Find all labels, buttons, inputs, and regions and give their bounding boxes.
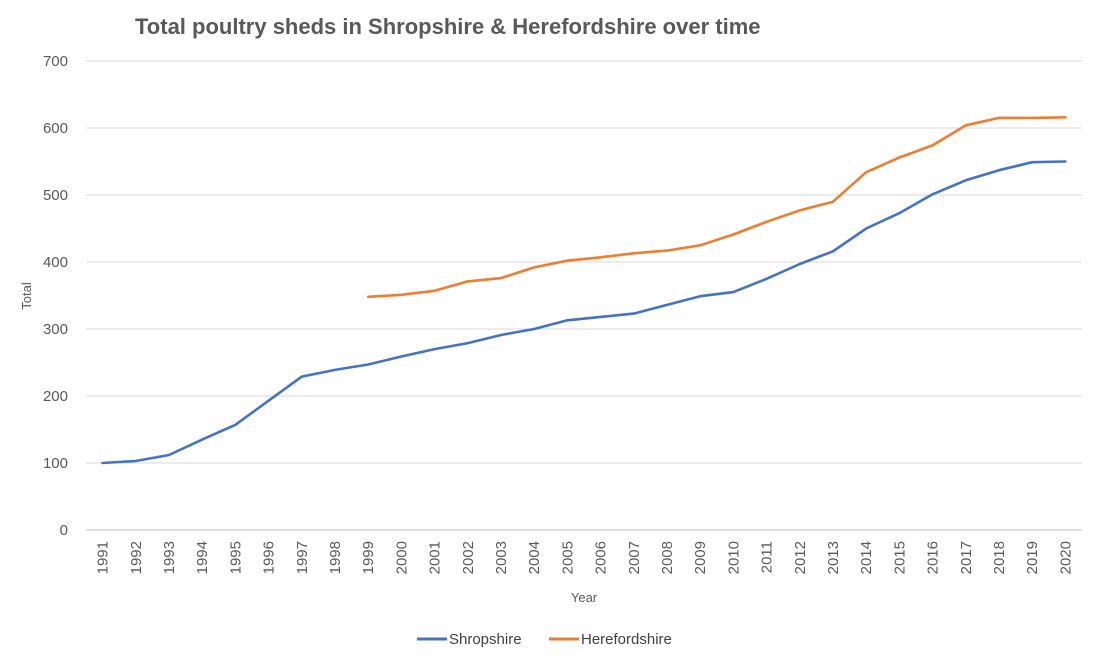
x-tick-label: 1992 [128, 541, 145, 574]
x-tick-label: 2015 [891, 541, 908, 574]
x-tick-label: 2010 [725, 541, 742, 574]
x-tick-label: 1995 [227, 541, 244, 574]
x-tick-label: 2000 [393, 541, 410, 574]
x-tick-label: 2013 [825, 541, 842, 574]
legend: Shropshire Herefordshire [417, 631, 672, 648]
x-tick-label: 2018 [991, 541, 1008, 574]
legend-label-herefordshire: Herefordshire [581, 631, 672, 648]
x-tick-label: 2007 [626, 541, 643, 574]
series-lines [101, 116, 1067, 465]
y-tick-label: 500 [43, 187, 68, 204]
y-tick-label: 600 [43, 120, 68, 137]
y-axis-ticks: 0 100 200 300 400 500 600 700 [43, 53, 68, 539]
y-tick-label: 700 [43, 53, 68, 70]
y-tick-label: 200 [43, 388, 68, 405]
x-tick-label: 2014 [858, 541, 875, 574]
x-tick-label: 2002 [460, 541, 477, 574]
x-tick-label: 1993 [161, 541, 178, 574]
x-tick-label: 1996 [261, 541, 278, 574]
x-axis-label: Year [571, 590, 598, 605]
x-tick-label: 2006 [593, 541, 610, 574]
series-line-herefordshire [366, 116, 1067, 299]
chart-title: Total poultry sheds in Shropshire & Here… [135, 14, 761, 39]
x-tick-label: 2003 [493, 541, 510, 574]
x-tick-label: 1999 [360, 541, 377, 574]
x-tick-label: 2008 [659, 541, 676, 574]
y-axis-label: Total [19, 282, 34, 310]
x-tick-label: 2017 [958, 541, 975, 574]
x-tick-label: 2016 [925, 541, 942, 574]
y-tick-label: 100 [43, 455, 68, 472]
x-tick-label: 1991 [95, 541, 112, 574]
legend-label-shropshire: Shropshire [449, 631, 522, 648]
x-tick-label: 1997 [294, 541, 311, 574]
x-tick-label: 2012 [792, 541, 809, 574]
x-tick-label: 2011 [759, 541, 776, 573]
x-tick-label: 1998 [327, 541, 344, 574]
x-tick-label: 2004 [526, 541, 543, 574]
x-tick-label: 1994 [194, 541, 211, 574]
y-tick-label: 300 [43, 321, 68, 338]
x-tick-label: 2019 [1024, 541, 1041, 574]
x-axis-ticks: 1991 1992 1993 1994 1995 1996 1997 1998 1999 2000… [95, 541, 1075, 574]
series-line-shropshire [101, 160, 1067, 465]
x-tick-label: 2001 [427, 541, 444, 574]
gridlines [86, 60, 1082, 531]
x-tick-label: 2020 [1057, 541, 1074, 574]
x-tick-label: 2009 [692, 541, 709, 574]
x-tick-label: 2005 [559, 541, 576, 574]
y-tick-label: 0 [60, 522, 68, 539]
y-tick-label: 400 [43, 254, 68, 271]
